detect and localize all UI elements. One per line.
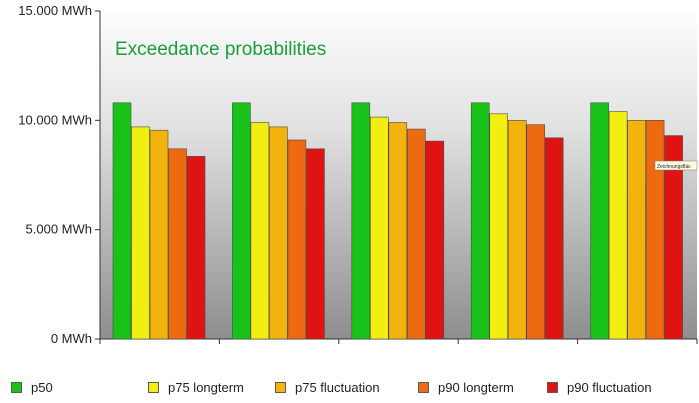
- legend: p50 p75 longterm p75 fluctuation p90 longte…: [0, 378, 699, 398]
- legend-swatch: [148, 381, 159, 393]
- bar-p50: [590, 102, 609, 340]
- plot-tooltip-box: [654, 160, 698, 171]
- legend-item: p75 longterm: [148, 378, 244, 396]
- bar-p90-longterm: [526, 124, 546, 340]
- y-tick-labels: 0 MWh 5.000 MWh 10.000 MWh 15.000 MWh: [18, 3, 92, 346]
- legend-item: p75 fluctuation: [275, 378, 380, 396]
- bar-p75-fluctuation: [627, 120, 646, 340]
- bar-p75-longterm: [489, 113, 509, 340]
- bar-p90-longterm: [287, 139, 307, 340]
- bar-p75-longterm: [250, 122, 270, 340]
- legend-swatch: [275, 381, 286, 393]
- legend-swatch: [547, 381, 558, 393]
- bar-p90-fluctuation: [425, 140, 445, 340]
- bar-p75-fluctuation: [507, 120, 527, 340]
- legend-item: p50: [11, 378, 53, 396]
- bar-p50: [112, 102, 132, 340]
- bar-p90-longterm: [168, 148, 187, 340]
- legend-label: p50: [31, 379, 53, 395]
- legend-label: p90 fluctuation: [567, 379, 652, 395]
- legend-label: p75 fluctuation: [295, 379, 380, 395]
- plot-tooltip-label: Zeichnungsfläc: [657, 164, 691, 170]
- legend-swatch: [11, 381, 22, 393]
- legend-item: p90 longterm: [418, 378, 514, 396]
- legend-label: p75 longterm: [168, 379, 244, 395]
- y-tick-label: 10.000 MWh: [18, 112, 92, 127]
- bar-p75-fluctuation: [149, 129, 169, 340]
- legend-label: p90 longterm: [438, 379, 514, 395]
- y-tick-label: 15.000 MWh: [18, 3, 92, 18]
- bar-p75-longterm: [608, 111, 628, 340]
- bar-p75-longterm: [131, 126, 150, 340]
- legend-item: p90 fluctuation: [547, 378, 652, 396]
- bar-p50: [470, 102, 490, 340]
- legend-swatch: [418, 381, 429, 393]
- y-tick-label: 0 MWh: [51, 331, 92, 346]
- bar-p90-fluctuation: [664, 135, 683, 340]
- bar-p90-fluctuation: [306, 148, 325, 340]
- bar-p90-fluctuation: [186, 156, 206, 340]
- exceedance-bar-chart: 0 MWh 5.000 MWh 10.000 MWh 15.000 MWh Excee…: [18, 3, 698, 346]
- bars: [112, 102, 683, 340]
- chart-title: Exceedance probabilities: [115, 39, 326, 60]
- bar-p75-fluctuation: [388, 122, 408, 340]
- bar-p50: [351, 102, 371, 340]
- plot-tooltip: Zeichnungsfläc: [654, 160, 698, 171]
- bar-p50: [232, 102, 251, 340]
- bar-p90-longterm: [645, 120, 665, 340]
- bar-p75-longterm: [369, 116, 389, 340]
- bar-p75-fluctuation: [269, 126, 288, 340]
- bar-p90-fluctuation: [544, 137, 564, 340]
- bar-p90-longterm: [406, 128, 426, 340]
- y-tick-label: 5.000 MWh: [26, 222, 92, 237]
